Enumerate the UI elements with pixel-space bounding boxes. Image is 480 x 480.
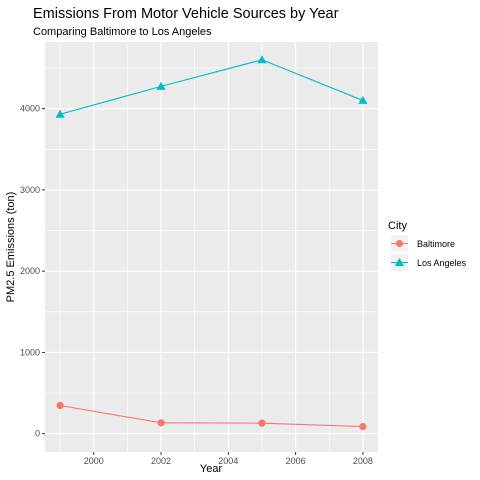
x-tick-label: 2002 — [151, 456, 171, 466]
y-tick-label: 2000 — [20, 266, 40, 276]
y-tick-label: 4000 — [20, 104, 40, 114]
legend: City Baltimore Los Angeles — [388, 220, 467, 271]
legend-key-marker-baltimore — [395, 239, 404, 248]
grid-major — [45, 42, 378, 452]
legend-label-los-angeles: Los Angeles — [417, 258, 467, 268]
data-point-los-angeles — [55, 109, 65, 118]
x-tick-label: 2006 — [286, 456, 306, 466]
data-point-baltimore — [359, 422, 367, 431]
plot-panel — [45, 42, 378, 452]
legend-title: City — [388, 220, 407, 232]
grid-minor — [45, 42, 378, 452]
series-layer — [55, 55, 368, 431]
series-line-los-angeles — [59, 59, 364, 115]
x-tick-label: 2008 — [353, 456, 373, 466]
data-point-los-angeles — [156, 81, 166, 90]
chart-title: Emissions From Motor Vehicle Sources by … — [33, 6, 339, 22]
data-point-los-angeles — [257, 55, 267, 64]
data-point-baltimore — [56, 401, 64, 410]
y-tick-label: 0 — [35, 429, 40, 439]
x-axis: 2000 2002 2004 2006 2008 — [84, 452, 373, 466]
chart-subtitle: Comparing Baltimore to Los Angeles — [33, 26, 212, 38]
y-tick-label: 1000 — [20, 347, 40, 357]
series-line-baltimore — [60, 404, 363, 428]
x-tick-label: 2000 — [84, 456, 104, 466]
data-point-baltimore — [258, 419, 266, 427]
y-axis: 0 1000 2000 3000 4000 — [20, 104, 45, 439]
y-tick-label: 3000 — [20, 185, 40, 195]
data-point-los-angeles — [358, 95, 368, 104]
legend-key-marker-los-angeles — [394, 257, 405, 266]
legend-label-baltimore: Baltimore — [417, 239, 455, 249]
x-tick-label: 2004 — [218, 456, 238, 466]
data-point-baltimore — [157, 419, 165, 427]
x-axis-title: Year — [200, 463, 223, 475]
y-axis-title: PM2.5 Emissions (ton) — [5, 192, 17, 303]
